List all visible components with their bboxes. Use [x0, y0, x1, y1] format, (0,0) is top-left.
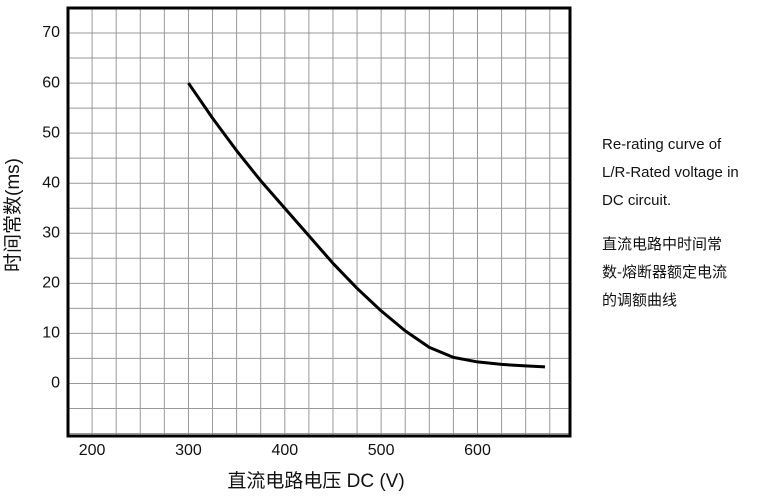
y-tick-label: 40 [42, 174, 60, 191]
annotation-line: 数-熔断器额定电流 [602, 264, 727, 281]
y-axis-title: 时间常数(ms) [2, 158, 24, 272]
annotation-line: 的调额曲线 [602, 292, 677, 309]
y-tick-label: 0 [51, 375, 60, 392]
x-axis-title: 直流电路电压 DC (V) [227, 470, 404, 492]
annotation-line: 直流电路中时间常 [602, 236, 722, 253]
y-tick-label: 30 [42, 224, 60, 241]
y-tick-label: 20 [42, 275, 60, 292]
annotation-line: DC circuit. [602, 192, 671, 209]
y-tick-label: 50 [42, 124, 60, 141]
x-tick-label: 400 [271, 442, 298, 459]
x-tick-label: 500 [368, 442, 395, 459]
x-tick-label: 600 [464, 442, 491, 459]
y-tick-label: 10 [42, 325, 60, 342]
y-tick-label: 70 [42, 24, 60, 41]
curve [187, 82, 546, 369]
annotation-line: Re-rating curve of [602, 136, 722, 153]
x-tick-label: 200 [79, 442, 106, 459]
y-tick-label: 60 [42, 74, 60, 91]
plot-frame [66, 6, 572, 438]
annotation-line: L/R-Rated voltage in [602, 164, 739, 181]
x-tick-label: 300 [175, 442, 202, 459]
